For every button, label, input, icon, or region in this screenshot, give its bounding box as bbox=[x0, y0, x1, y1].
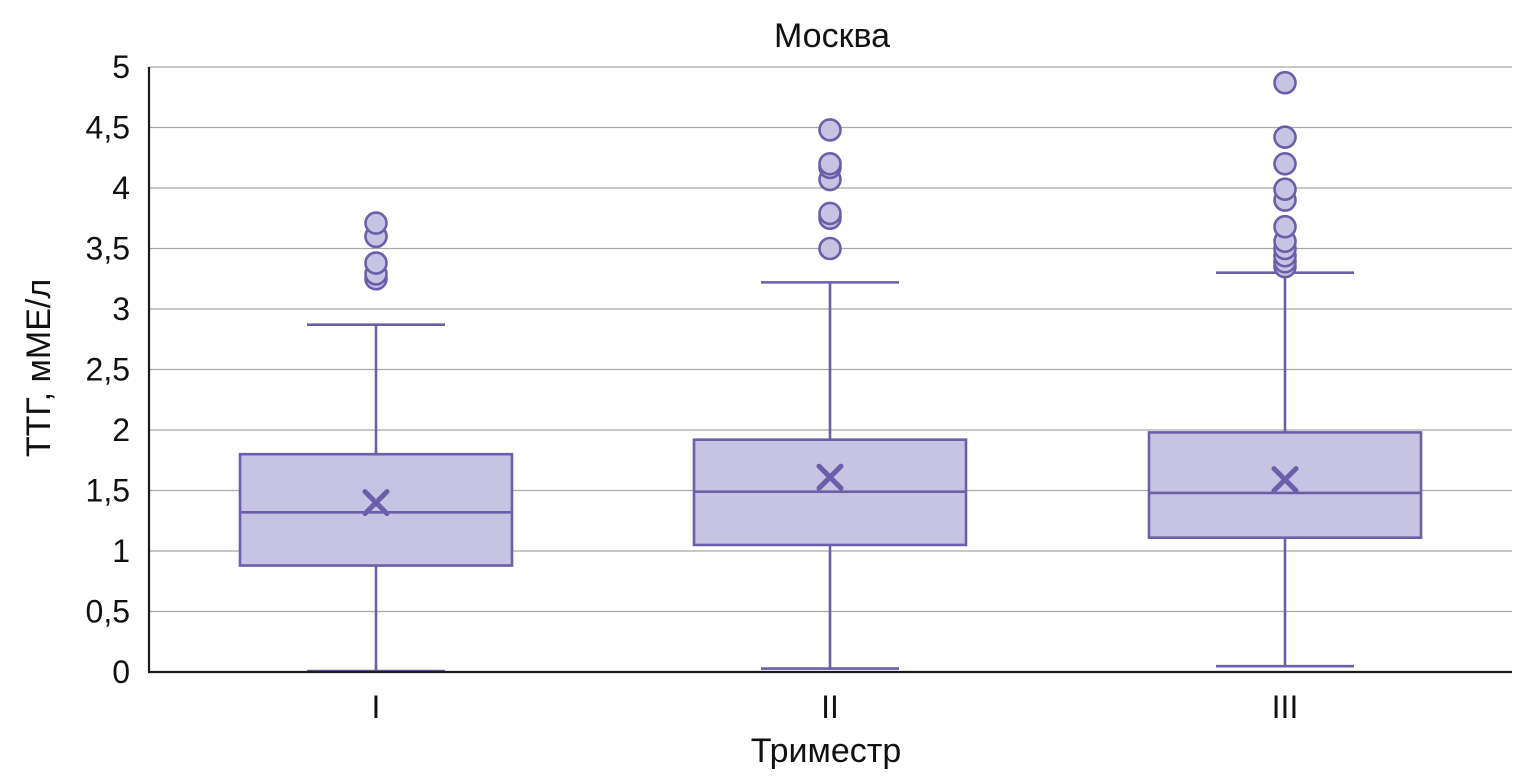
mean-marker bbox=[362, 489, 390, 517]
outlier-point bbox=[818, 118, 842, 142]
x-axis-label: Триместр bbox=[751, 732, 902, 770]
x-category-label: I bbox=[372, 689, 381, 725]
outlier-point bbox=[1273, 125, 1297, 149]
boxes bbox=[238, 70, 1423, 673]
y-tick-labels: 0 0,5 1 1,5 2 2,5 3 3,5 4 4,5 5 bbox=[86, 49, 130, 690]
outlier-point bbox=[1273, 214, 1297, 239]
y-tick-label: 4,5 bbox=[86, 110, 130, 146]
outlier-point bbox=[1273, 177, 1297, 202]
y-tick-label: 0 bbox=[112, 654, 130, 690]
mean-marker bbox=[1271, 466, 1299, 494]
outlier-point bbox=[364, 251, 388, 275]
x-category-label: III bbox=[1272, 689, 1299, 725]
mean-marker bbox=[816, 463, 844, 491]
y-tick-label: 1,5 bbox=[86, 473, 130, 509]
outlier-point bbox=[818, 152, 842, 176]
outlier-point bbox=[818, 201, 842, 226]
y-tick-label: 3,5 bbox=[86, 231, 130, 267]
box-group-I bbox=[238, 211, 514, 673]
y-tick-label: 1 bbox=[112, 533, 130, 569]
y-tick-label: 2 bbox=[112, 412, 130, 448]
chart-title: Москва bbox=[774, 17, 890, 55]
y-tick-label: 3 bbox=[112, 291, 130, 327]
x-category-label: II bbox=[821, 689, 839, 725]
box-iqr bbox=[238, 452, 514, 567]
y-tick-label: 5 bbox=[112, 49, 130, 85]
y-tick-label: 4 bbox=[112, 170, 130, 206]
outlier-point bbox=[364, 211, 388, 235]
outlier-point bbox=[818, 236, 842, 261]
y-tick-label: 2,5 bbox=[86, 352, 130, 388]
box-group-III bbox=[1147, 70, 1423, 668]
outlier-point bbox=[1273, 70, 1297, 95]
y-axis-label: ТТГ, мМЕ/л bbox=[20, 279, 58, 457]
box-iqr bbox=[1147, 431, 1423, 539]
box-group-II bbox=[692, 118, 968, 670]
outlier-point bbox=[1273, 152, 1297, 176]
x-category-labels: I II III bbox=[372, 689, 1299, 725]
y-tick-label: 0,5 bbox=[86, 594, 130, 630]
